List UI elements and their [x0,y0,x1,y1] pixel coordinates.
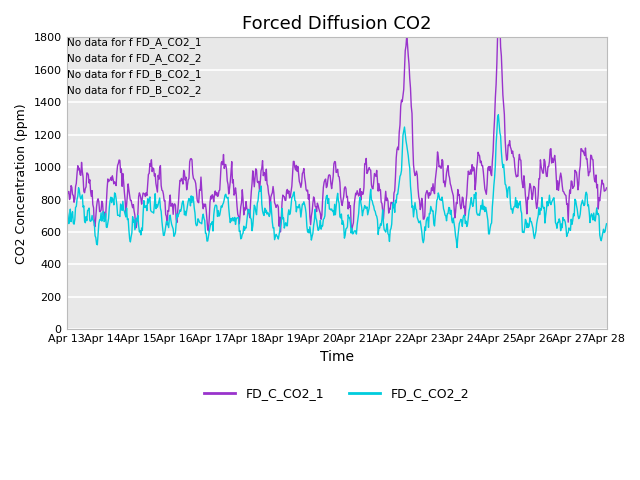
FD_C_CO2_1 [603,185,611,191]
Text: No data for f FD_B_CO2_1: No data for f FD_B_CO2_1 [67,70,201,80]
X-axis label: Time: Time [319,350,353,364]
FD_C_CO2_2 [453,245,461,251]
FD_C_CO2_1 [63,194,70,200]
FD_C_CO2_2 [495,112,502,118]
Line: FD_C_CO2_1: FD_C_CO2_1 [67,15,607,232]
FD_C_CO2_2 [418,228,426,234]
FD_C_CO2_1 [183,187,191,192]
FD_C_CO2_1 [211,188,219,194]
FD_C_CO2_1 [72,180,80,186]
FD_C_CO2_2 [402,138,410,144]
Legend: FD_C_CO2_1, FD_C_CO2_2: FD_C_CO2_1, FD_C_CO2_2 [199,382,474,405]
FD_C_CO2_2 [63,216,70,222]
FD_C_CO2_1 [419,201,426,207]
FD_C_CO2_2 [211,203,219,208]
Text: No data for f FD_A_CO2_2: No data for f FD_A_CO2_2 [67,53,201,64]
FD_C_CO2_1 [403,33,411,38]
Text: No data for f FD_A_CO2_1: No data for f FD_A_CO2_1 [67,37,201,48]
Line: FD_C_CO2_2: FD_C_CO2_2 [67,115,607,248]
FD_C_CO2_1 [495,12,503,18]
FD_C_CO2_2 [603,221,611,227]
FD_C_CO2_2 [183,208,191,214]
FD_C_CO2_2 [128,230,136,236]
FD_C_CO2_1 [276,229,284,235]
Y-axis label: CO2 Concentration (ppm): CO2 Concentration (ppm) [15,103,28,264]
Text: No data for f FD_B_CO2_2: No data for f FD_B_CO2_2 [67,85,201,96]
FD_C_CO2_1 [128,202,136,207]
FD_C_CO2_2 [72,204,80,209]
Title: Forced Diffusion CO2: Forced Diffusion CO2 [242,15,431,33]
